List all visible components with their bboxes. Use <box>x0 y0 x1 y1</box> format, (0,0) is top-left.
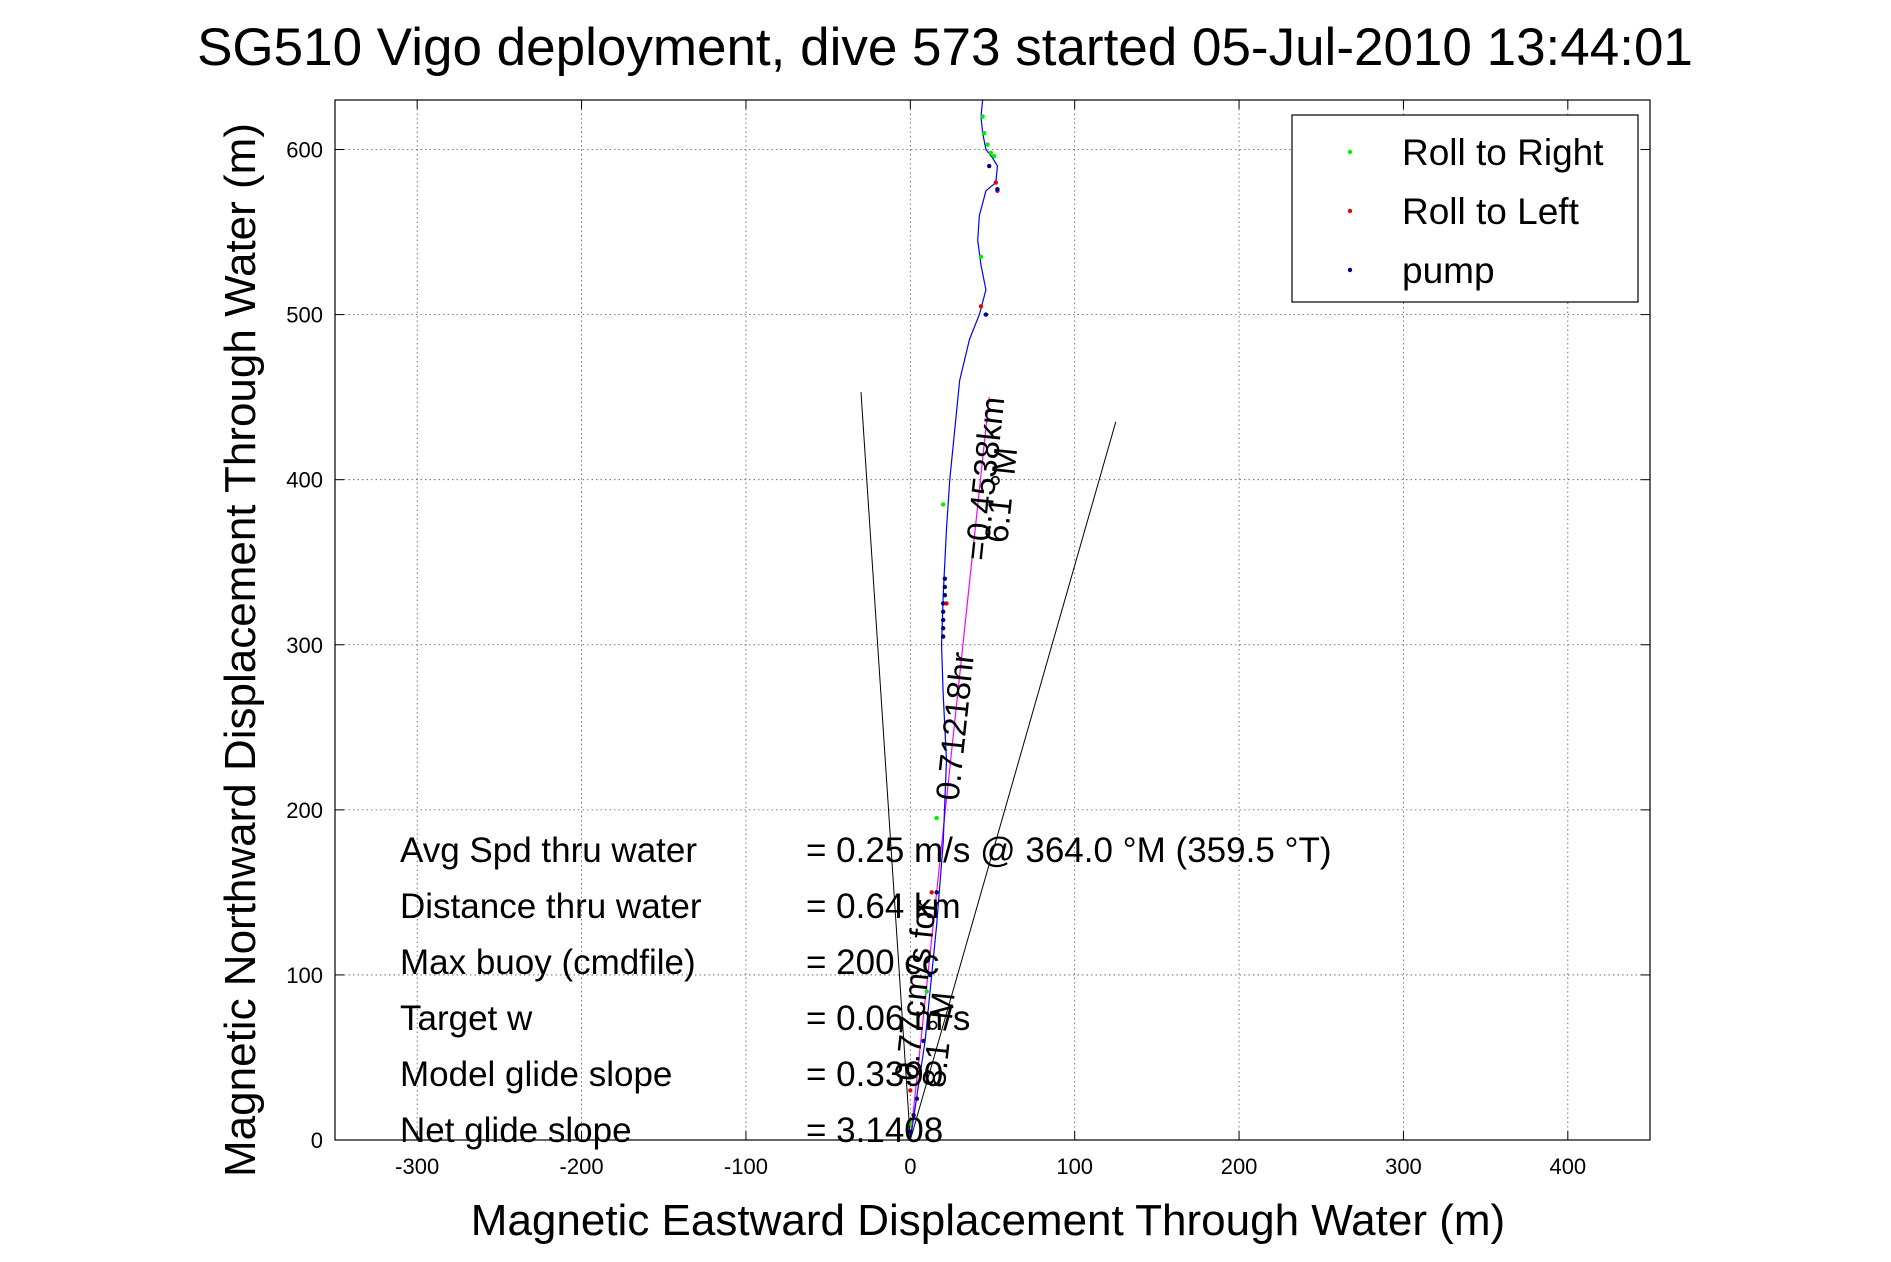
x-tick-label: 200 <box>1221 1154 1258 1179</box>
pump-point <box>942 576 948 581</box>
stat-label: Max buoy (cmdfile) <box>400 943 696 982</box>
stat-value: = 0.64 km <box>806 887 961 926</box>
pump-point <box>911 1113 916 1118</box>
pump-point <box>934 890 939 895</box>
y-tick-label: 0 <box>311 1128 323 1153</box>
pump-point <box>940 617 946 623</box>
pump-point <box>942 584 948 590</box>
roll-left-point <box>944 601 949 606</box>
roll-right-point <box>940 502 946 507</box>
y-axis-label: Magnetic Northward Displacement Through … <box>216 123 265 1177</box>
legend-marker <box>1347 208 1353 214</box>
roll-right-point <box>991 153 997 159</box>
chart-title: SG510 Vigo deployment, dive 573 started … <box>197 18 1693 77</box>
pump-point <box>927 972 933 978</box>
legend: Roll to Right Roll to Left pump <box>1291 114 1639 303</box>
x-tick-label: 100 <box>1056 1154 1093 1179</box>
stat-label: Target w <box>400 999 533 1038</box>
pump-point <box>987 163 992 169</box>
heading-line-group <box>909 397 990 1141</box>
roll-left-point <box>929 890 934 895</box>
stat-value: = 3.1408 <box>806 1111 943 1150</box>
legend-label: Roll to Right <box>1402 132 1604 173</box>
y-tick-label: 300 <box>286 633 323 658</box>
stats-block: Avg Spd thru water = 0.25 m/s @ 364.0 °M … <box>400 831 1332 1150</box>
stat-label: Avg Spd thru water <box>400 831 697 870</box>
roll-right-point <box>985 142 990 147</box>
legend-label: pump <box>1402 250 1495 291</box>
x-tick-label: -200 <box>560 1154 604 1179</box>
roll-left-point <box>993 180 998 185</box>
roll-right-point <box>978 254 984 260</box>
pump-point <box>921 1038 926 1044</box>
legend-box <box>1291 114 1639 303</box>
y-tick-label: 500 <box>286 303 323 328</box>
pump-point <box>940 634 946 639</box>
roll-right-point <box>982 130 987 136</box>
pump-point <box>995 186 1000 192</box>
x-tick-label: 0 <box>904 1154 916 1179</box>
roll-left-point <box>978 304 984 309</box>
pump-point <box>940 609 946 614</box>
cone-lines <box>860 392 1117 1141</box>
track-group <box>909 99 999 1141</box>
stat-value: = 0.06 m/s <box>806 999 970 1038</box>
legend-marker <box>1347 267 1353 273</box>
dive-track-line <box>909 99 999 1141</box>
marker-points <box>908 114 1000 1134</box>
y-tick-label: 400 <box>286 468 323 493</box>
legend-marker <box>1347 149 1353 155</box>
roll-right-point <box>988 150 994 156</box>
cone-line <box>909 421 1117 1141</box>
pump-point <box>983 312 989 317</box>
pump-point <box>914 1096 920 1101</box>
roll-left-point <box>908 1088 913 1093</box>
x-tick-label: -300 <box>395 1154 439 1179</box>
x-tick-label: -100 <box>724 1154 768 1179</box>
y-tick-label: 600 <box>286 138 323 163</box>
stat-value: = 0.3390 <box>806 1055 943 1094</box>
plot-frame <box>334 99 1651 1141</box>
legend-label: Roll to Left <box>1402 191 1580 232</box>
pump-point <box>942 593 948 598</box>
heading-line <box>909 397 990 1141</box>
stat-label: Net glide slope <box>400 1111 632 1150</box>
roll-right-point <box>934 815 939 821</box>
x-tick-label: 400 <box>1549 1154 1586 1179</box>
roll-right-point <box>924 989 929 994</box>
x-axis-label: Magnetic Eastward Displacement Through W… <box>471 1196 1505 1245</box>
pump-point <box>940 601 946 606</box>
stat-label: Model glide slope <box>400 1055 672 1094</box>
pump-point <box>940 626 946 631</box>
y-tick-label: 200 <box>286 798 323 823</box>
x-tick-label: 300 <box>1385 1154 1422 1179</box>
axis-ticks: -300 -200 -100 0 100 200 300 400 0 100 200 300 400 50… <box>286 100 1650 1179</box>
roll-right-point <box>908 1121 913 1126</box>
cone-line <box>860 392 911 1141</box>
stat-value: = 200 cc <box>806 943 939 982</box>
stat-label: Distance thru water <box>400 887 702 926</box>
y-tick-label: 100 <box>286 963 323 988</box>
stat-value: = 0.25 m/s @ 364.0 °M (359.5 °T) <box>806 831 1332 870</box>
roll-right-point <box>980 114 985 119</box>
